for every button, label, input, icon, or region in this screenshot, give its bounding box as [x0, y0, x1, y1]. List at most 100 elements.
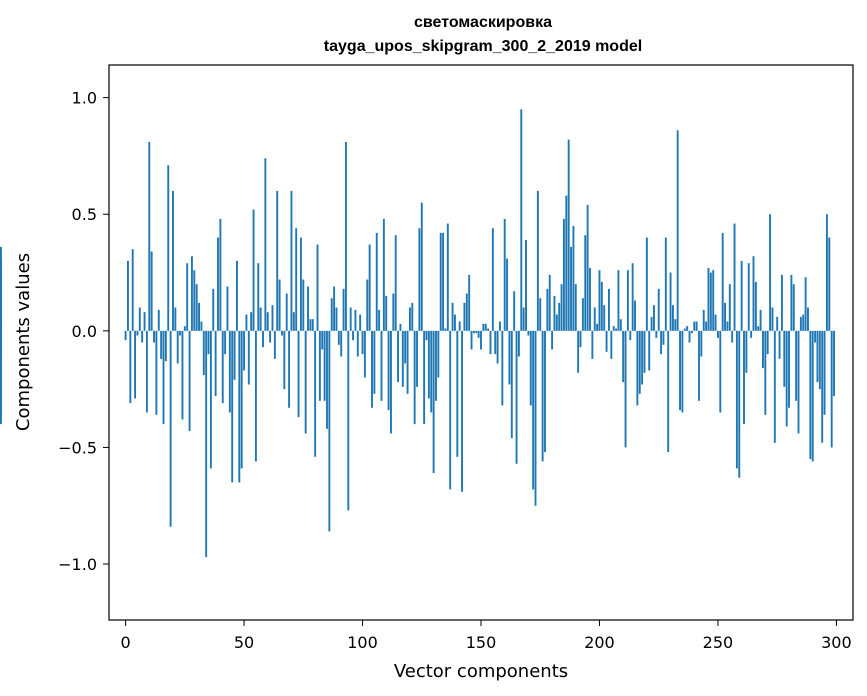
- bar: [198, 302, 200, 331]
- bar: [674, 319, 677, 331]
- bar: [788, 330, 790, 408]
- bar: [297, 330, 300, 418]
- bar: [453, 314, 456, 331]
- bar: [349, 307, 352, 331]
- bar: [605, 330, 608, 352]
- bar: [662, 330, 665, 345]
- bar: [190, 256, 193, 331]
- bar: [707, 267, 710, 331]
- bar: [359, 314, 362, 331]
- bar: [307, 286, 309, 331]
- bar: [347, 330, 350, 511]
- bar: [724, 302, 726, 331]
- bar: [667, 330, 670, 453]
- bar: [669, 272, 672, 331]
- bar: [643, 330, 646, 373]
- bar: [655, 330, 658, 338]
- bar: [825, 214, 828, 331]
- bar: [603, 305, 606, 331]
- bar: [693, 321, 696, 331]
- bar: [484, 323, 487, 331]
- bar: [752, 256, 755, 331]
- bar: [240, 330, 243, 469]
- bar: [769, 214, 772, 331]
- bar: [676, 130, 679, 331]
- bar: [477, 330, 480, 338]
- bar: [375, 232, 378, 331]
- bar: [404, 330, 407, 364]
- bar: [785, 330, 788, 427]
- bar: [245, 314, 248, 331]
- bar: [368, 244, 371, 331]
- bar: [503, 218, 506, 331]
- bar: [390, 330, 392, 434]
- bar: [671, 305, 674, 331]
- bar: [783, 330, 786, 387]
- x-tick-label: 300: [821, 633, 852, 652]
- bar: [269, 330, 272, 343]
- bar: [548, 274, 551, 331]
- bar: [818, 330, 821, 390]
- bar: [195, 284, 198, 331]
- bar: [608, 288, 610, 331]
- bar: [714, 314, 717, 331]
- bar: [162, 330, 165, 425]
- bar: [136, 330, 139, 336]
- bar: [427, 330, 430, 399]
- bar: [167, 165, 170, 331]
- bar: [555, 314, 558, 331]
- bar: [690, 330, 693, 334]
- bar: [764, 330, 767, 415]
- bar: [281, 330, 283, 336]
- bar: [214, 330, 217, 397]
- bar: [129, 330, 132, 404]
- y-tick-label: −1.0: [58, 555, 97, 574]
- bar: [814, 330, 817, 343]
- bar: [181, 330, 184, 420]
- bar: [631, 263, 634, 331]
- bar: [823, 330, 826, 415]
- bar: [622, 330, 625, 383]
- bar: [472, 330, 475, 334]
- bar: [544, 330, 546, 453]
- bar: [686, 326, 689, 331]
- bar: [243, 330, 246, 371]
- bar: [399, 323, 402, 331]
- bar: [366, 279, 369, 331]
- bar: [527, 330, 530, 336]
- bar: [807, 307, 809, 331]
- bar: [610, 330, 613, 359]
- bar: [335, 307, 338, 331]
- bar: [354, 309, 357, 331]
- bar: [247, 330, 250, 385]
- bar: [285, 293, 288, 331]
- x-tick-label: 100: [347, 633, 378, 652]
- bar: [802, 314, 805, 331]
- bar: [202, 330, 205, 376]
- bar: [833, 330, 835, 397]
- x-tick-label: 50: [234, 633, 254, 652]
- bar: [292, 312, 295, 331]
- bar: [326, 330, 328, 429]
- bar: [420, 202, 423, 331]
- bar: [408, 307, 411, 331]
- bar: [271, 305, 274, 331]
- bar: [266, 312, 269, 331]
- bar: [790, 274, 793, 331]
- bar: [738, 330, 741, 478]
- bar: [316, 244, 319, 331]
- bar: [328, 330, 331, 532]
- bar: [342, 288, 345, 331]
- bar: [264, 158, 267, 331]
- bar: [593, 307, 596, 331]
- bar: [411, 302, 414, 331]
- bar: [773, 330, 776, 443]
- bar: [413, 330, 416, 425]
- bar: [657, 288, 660, 331]
- bar: [304, 330, 307, 434]
- bar: [134, 330, 137, 399]
- bar: [259, 307, 262, 331]
- bar: [766, 330, 769, 355]
- bar: [394, 235, 397, 331]
- bar: [660, 330, 663, 355]
